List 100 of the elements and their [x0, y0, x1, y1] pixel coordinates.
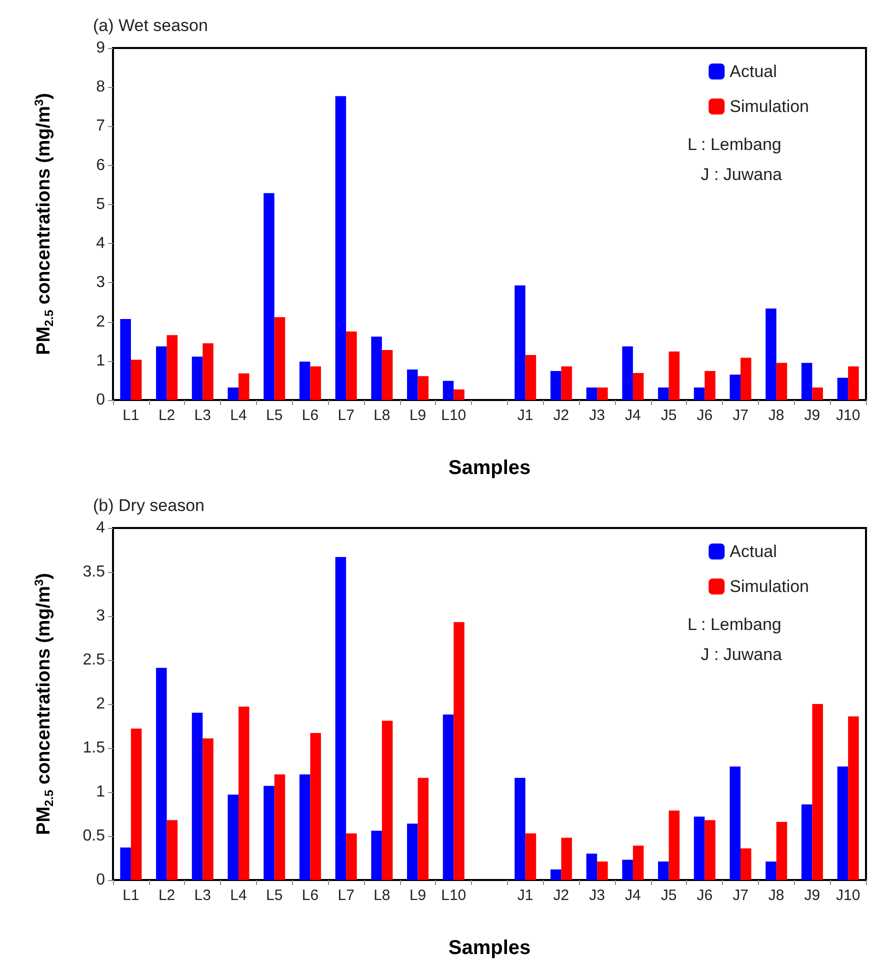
bar	[514, 285, 526, 400]
bar	[310, 366, 321, 400]
legend-label: Actual	[730, 542, 777, 561]
bar	[740, 358, 752, 400]
bar	[776, 362, 788, 400]
x-tick-label: L8	[374, 407, 390, 424]
bar	[848, 366, 859, 400]
bar	[382, 720, 393, 880]
bar	[694, 816, 705, 880]
bar	[274, 774, 286, 880]
x-tick-label: J6	[696, 887, 713, 904]
chart-title: (a) Wet season	[93, 16, 208, 35]
bar	[407, 824, 418, 880]
bar	[238, 373, 250, 400]
bar	[837, 378, 848, 400]
bar	[740, 848, 752, 880]
bar	[228, 794, 238, 880]
x-tick-label: L9	[409, 407, 426, 424]
x-tick-label: J5	[660, 887, 677, 904]
bar	[730, 766, 740, 880]
x-tick-label: J9	[804, 407, 820, 424]
bar	[597, 862, 608, 880]
bar	[668, 810, 680, 880]
bar	[812, 704, 823, 880]
x-tick-label: J3	[589, 407, 605, 424]
annotation: L : Lembang	[687, 135, 782, 154]
x-tick-label: J4	[625, 887, 641, 904]
chart-title: (b) Dry season	[93, 496, 204, 515]
bar	[442, 380, 454, 400]
bar	[418, 376, 429, 400]
legend-label: Simulation	[730, 577, 810, 596]
bar	[801, 804, 812, 880]
x-tick-label: L6	[302, 407, 319, 424]
bar	[514, 778, 526, 880]
x-tick-label: J1	[517, 887, 534, 904]
x-tick-label: J10	[836, 407, 860, 424]
x-tick-label: L1	[122, 407, 140, 424]
bar	[166, 335, 178, 400]
x-tick-label: L4	[230, 887, 247, 904]
bar	[525, 833, 536, 880]
x-tick-label: J4	[625, 407, 641, 424]
annotation: J : Juwana	[700, 165, 783, 184]
bar	[561, 366, 572, 400]
bar	[632, 373, 644, 400]
bar	[766, 862, 776, 880]
bar	[264, 193, 274, 400]
y-tick-label: 2	[96, 696, 106, 712]
x-tick-label: L2	[158, 887, 176, 904]
bar	[550, 371, 562, 400]
legend-label: Actual	[730, 62, 777, 81]
x-tick-label: L1	[122, 887, 140, 904]
bar	[658, 862, 669, 880]
bar	[228, 387, 238, 400]
x-tick-label: J8	[768, 407, 784, 424]
x-tick-label: J7	[732, 887, 748, 904]
x-tick-label: J2	[553, 887, 570, 904]
bar	[668, 352, 680, 400]
bar	[801, 362, 812, 400]
y-tick-label: 0	[96, 872, 106, 888]
x-tick-label: L2	[158, 407, 176, 424]
x-tick-label: J5	[660, 407, 677, 424]
y-tick-label: 1	[96, 784, 106, 800]
bar	[776, 822, 788, 880]
y-tick-label: 1.5	[82, 740, 106, 756]
x-tick-label: J9	[804, 887, 820, 904]
y-tick-label: 8	[96, 78, 106, 96]
legend-label: Simulation	[730, 97, 810, 116]
bar	[622, 346, 633, 400]
bar	[837, 766, 848, 880]
bar	[238, 706, 250, 880]
bar	[156, 668, 167, 880]
bar	[299, 362, 310, 400]
bar	[848, 716, 859, 880]
bar	[371, 830, 382, 880]
x-tick-label: J3	[589, 887, 605, 904]
x-tick-label: L10	[441, 407, 466, 424]
x-tick-label: J7	[732, 407, 748, 424]
bar	[130, 728, 142, 880]
x-tick-label: L7	[338, 407, 354, 424]
bar	[310, 733, 321, 880]
x-tick-label: L8	[374, 887, 390, 904]
x-tick-label: L9	[409, 887, 426, 904]
bar	[299, 774, 310, 880]
bar	[274, 317, 286, 400]
bar	[382, 350, 393, 400]
bar	[120, 319, 131, 400]
x-tick-label: J6	[696, 407, 713, 424]
y-tick-label: 3	[96, 608, 106, 624]
bar	[192, 356, 203, 400]
bar	[371, 336, 382, 400]
x-tick-label: J2	[553, 407, 570, 424]
y-tick-label: 4	[96, 520, 106, 536]
bar	[632, 846, 644, 880]
bar	[694, 387, 705, 400]
bar	[202, 738, 214, 880]
bar	[418, 778, 429, 880]
x-tick-label: L10	[441, 887, 466, 904]
bar	[525, 355, 536, 400]
bar	[704, 371, 716, 400]
y-tick-label: 4	[96, 235, 106, 252]
